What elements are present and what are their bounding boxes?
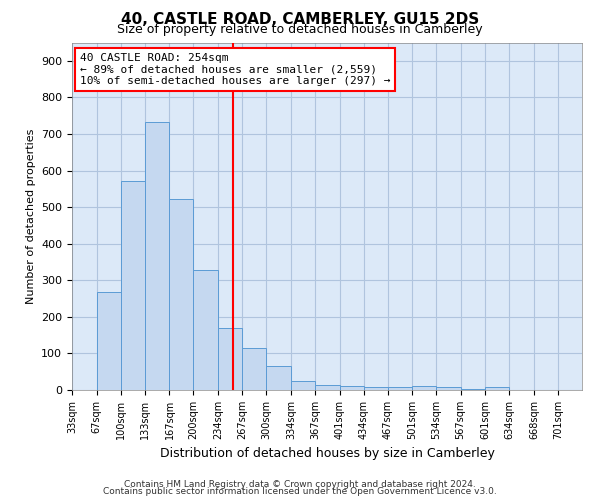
Bar [266,366,291,390]
Bar [193,270,218,390]
Text: Contains HM Land Registry data © Crown copyright and database right 2024.: Contains HM Land Registry data © Crown c… [124,480,476,489]
Bar [412,386,436,390]
Text: Contains public sector information licensed under the Open Government Licence v3: Contains public sector information licen… [103,487,497,496]
Bar [242,348,266,390]
Y-axis label: Number of detached properties: Number of detached properties [26,128,35,304]
Bar [121,181,145,390]
Bar [461,389,485,390]
Text: 40 CASTLE ROAD: 254sqm
← 89% of detached houses are smaller (2,559)
10% of semi-: 40 CASTLE ROAD: 254sqm ← 89% of detached… [80,53,390,86]
Bar [291,381,315,390]
X-axis label: Distribution of detached houses by size in Camberley: Distribution of detached houses by size … [160,448,494,460]
Text: Size of property relative to detached houses in Camberley: Size of property relative to detached ho… [117,22,483,36]
Text: 40, CASTLE ROAD, CAMBERLEY, GU15 2DS: 40, CASTLE ROAD, CAMBERLEY, GU15 2DS [121,12,479,28]
Bar [97,292,121,390]
Bar [169,199,193,390]
Bar [340,386,364,390]
Bar [218,328,242,390]
Bar [436,387,461,390]
Bar [315,384,340,390]
Bar [485,387,509,390]
Bar [388,387,412,390]
Bar [145,122,169,390]
Bar [364,387,388,390]
